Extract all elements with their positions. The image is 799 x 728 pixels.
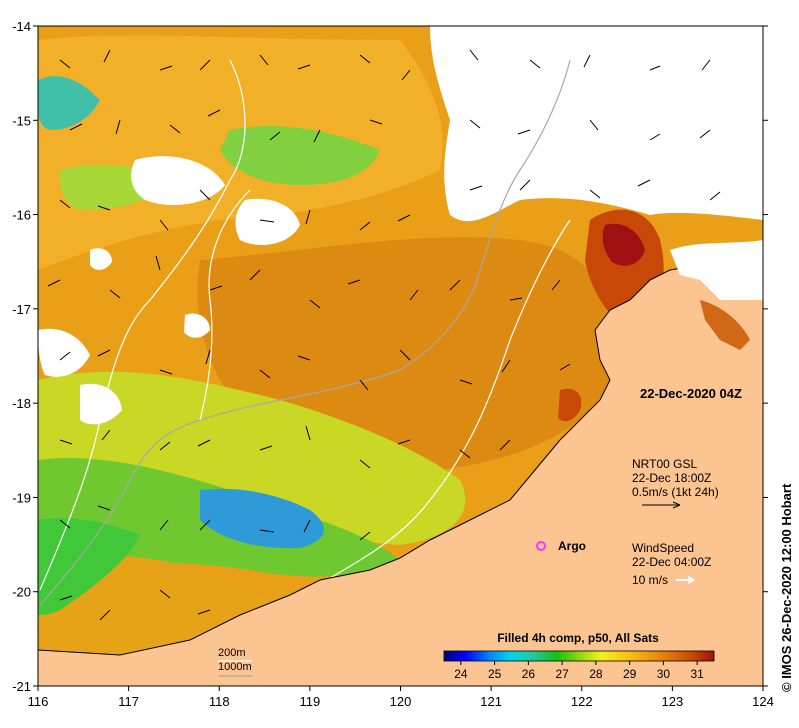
colorbar-tick-label: 25	[488, 667, 502, 681]
isobath-200-line	[39, 59, 246, 591]
current-legend-title: NRT00 GSL	[632, 457, 697, 471]
isobath-legend: 200m 1000m	[218, 647, 252, 677]
isobaths	[39, 59, 571, 606]
colorbar-tick-label: 26	[522, 667, 536, 681]
x-tick-label: 116	[28, 694, 49, 709]
y-tick-label: -16	[12, 208, 31, 223]
x-tick-label: 117	[118, 694, 139, 709]
colorbar-tick-label: 29	[623, 667, 637, 681]
date-label: 22-Dec-2020 04Z	[640, 386, 742, 401]
isobath-200-label: 200m	[218, 647, 246, 659]
colorbar-gradient	[443, 650, 715, 662]
argo-float: Argo	[536, 539, 586, 553]
y-tick-label: -20	[12, 585, 31, 600]
y-axis: -14 -15 -16 -17 -18 -19 -20 -21	[12, 19, 768, 694]
y-tick-label: -19	[12, 490, 31, 505]
x-tick-label: 121	[480, 694, 502, 709]
x-tick-label: 124	[752, 694, 774, 709]
colorbar-ticks: 24 25 26 27 28 29 30 31	[454, 661, 704, 681]
colorbar-tick-label: 24	[454, 667, 468, 681]
x-tick-label: 122	[571, 694, 593, 709]
colorbar-tick-label: 28	[589, 667, 603, 681]
colorbar-tick-label: 27	[555, 667, 569, 681]
colorbar-tick-label: 31	[690, 667, 704, 681]
isobath-1000-line	[39, 59, 571, 606]
wind-scale-arrow	[676, 576, 695, 584]
y-tick-label: -15	[12, 113, 31, 128]
colorbar-tick-label: 30	[657, 667, 671, 681]
argo-marker	[536, 541, 546, 551]
wind-legend-scale: 10 m/s	[632, 573, 668, 587]
land-mass	[38, 240, 763, 686]
y-tick-label: -18	[12, 396, 31, 411]
y-tick-label: -17	[12, 302, 31, 317]
colorbar: Filled 4h comp, p50, All Sats 24 25 26 27 28…	[443, 631, 715, 681]
current-scale-arrow	[642, 501, 681, 509]
current-legend-time: 22-Dec 18:00Z	[632, 471, 711, 485]
y-tick-label: -14	[12, 19, 31, 34]
current-legend-scale: 0.5m/s (1kt 24h)	[632, 485, 719, 499]
x-tick-label: 123	[662, 694, 684, 709]
x-tick-label: 120	[390, 694, 412, 709]
argo-label: Argo	[558, 539, 586, 553]
wind-legend: WindSpeed 22-Dec 04:00Z 10 m/s	[632, 541, 711, 587]
y-tick-label: -21	[12, 679, 31, 694]
x-axis: 116 117 118 119 120 121 122 123 124	[28, 686, 774, 709]
wind-legend-time: 22-Dec 04:00Z	[632, 555, 711, 569]
wind-legend-title: WindSpeed	[632, 541, 694, 555]
colorbar-title: Filled 4h comp, p50, All Sats	[497, 631, 659, 645]
current-vectors	[47, 49, 721, 621]
current-legend: NRT00 GSL 22-Dec 18:00Z 0.5m/s (1kt 24h)	[632, 457, 719, 509]
credit-text: © IMOS 26-Dec-2020 12:00 Hobart	[779, 483, 794, 692]
x-tick-label: 119	[300, 694, 321, 709]
isobath-1000-label: 1000m	[218, 661, 252, 673]
x-tick-label: 118	[209, 694, 230, 709]
